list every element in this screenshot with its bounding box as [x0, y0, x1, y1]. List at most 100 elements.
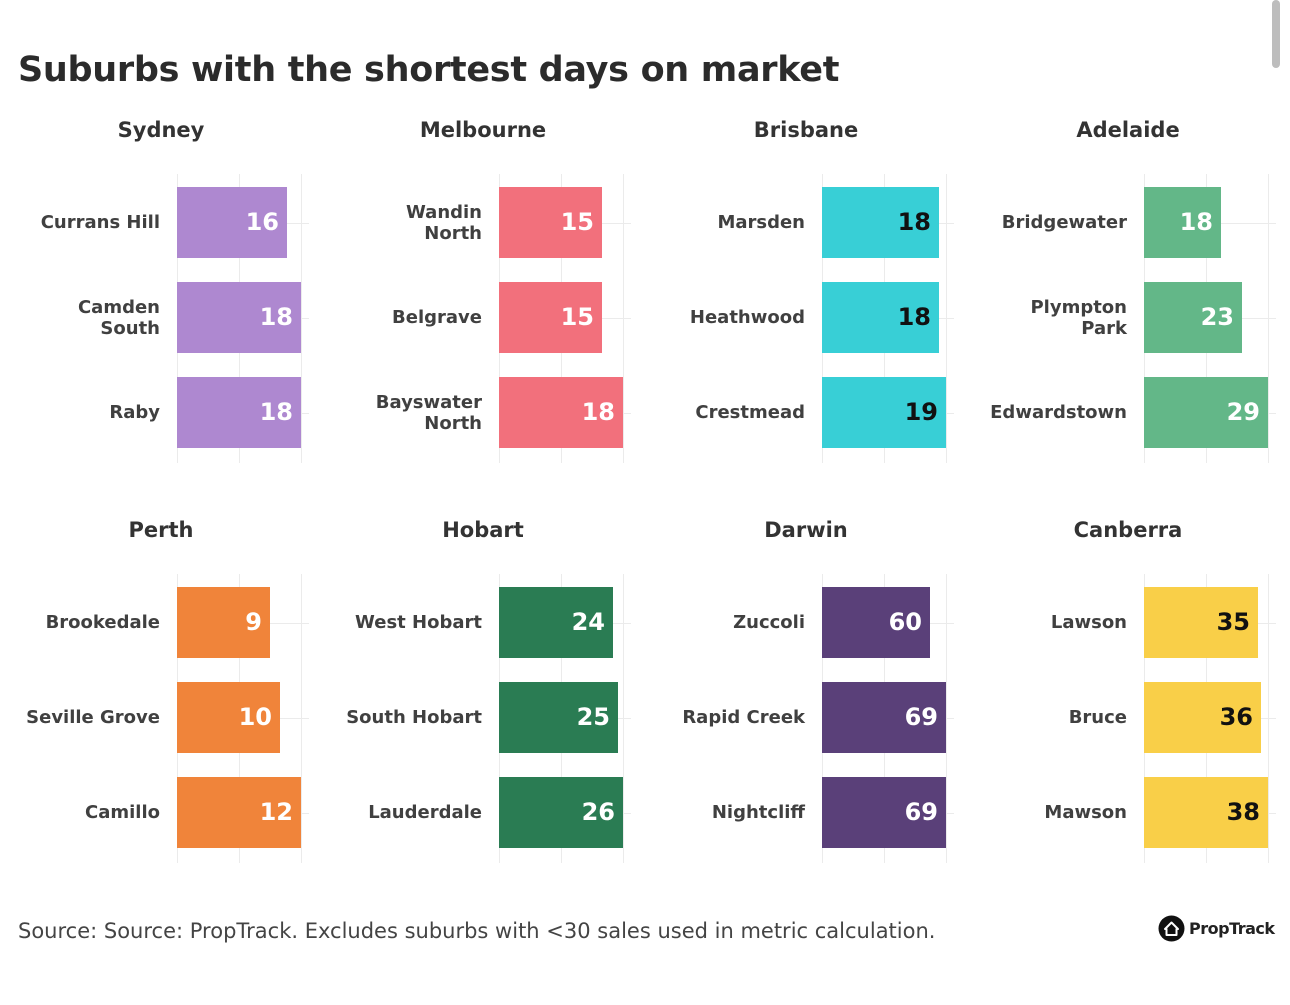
category-label: Wandin North: [405, 201, 482, 244]
category-label: West Hobart: [355, 612, 482, 633]
bar: [822, 377, 946, 448]
category-label: Lawson: [1050, 612, 1127, 633]
bar: [822, 682, 946, 753]
gridline: [301, 174, 302, 463]
category-label: Bridgewater: [1001, 212, 1127, 233]
value-label: 26: [581, 798, 615, 826]
category-label: Brookedale: [45, 612, 160, 633]
bar: [1144, 282, 1242, 353]
panel-title: Hobart: [442, 518, 524, 542]
gridline: [623, 574, 624, 863]
category-label: Lauderdale: [368, 802, 482, 823]
gridline: [1268, 174, 1269, 463]
category-label: Edwardstown: [990, 402, 1127, 423]
panel-title: Sydney: [117, 118, 205, 142]
gridline: [1268, 574, 1269, 863]
value-label: 15: [560, 303, 594, 331]
value-label: 12: [259, 798, 293, 826]
value-label: 69: [904, 703, 938, 731]
value-label: 9: [245, 608, 262, 636]
panel-title: Melbourne: [419, 118, 547, 142]
category-label: Camden South: [77, 296, 160, 339]
value-label: 16: [245, 208, 279, 236]
value-label: 25: [576, 703, 610, 731]
value-label: 18: [259, 303, 293, 331]
bar: [177, 587, 270, 658]
bar: [1144, 187, 1221, 258]
category-label: South Hobart: [346, 707, 482, 728]
panel-sydney: Sydney 16 Currans Hill 18 Camden South 18 Raby: [0, 118, 322, 498]
value-label: 18: [259, 398, 293, 426]
gridline: [623, 174, 624, 463]
gridline: [946, 174, 947, 463]
panel-adelaide: Adelaide 18 Bridgewater 23 Plympton Park 29 Ed…: [967, 118, 1289, 498]
gridline: [946, 574, 947, 863]
panel-title: Adelaide: [1076, 118, 1180, 142]
panel-brisbane: Brisbane 18 Marsden 18 Heathwood 19 Crestmead: [645, 118, 967, 498]
bar: [177, 777, 301, 848]
category-label: Camillo: [85, 802, 160, 823]
gridline: [301, 574, 302, 863]
panel-title: Darwin: [764, 518, 848, 542]
panel-canberra: Canberra 35 Lawson 36 Bruce 38 Mawson: [967, 518, 1289, 898]
bar: [499, 587, 613, 658]
category-label: Zuccoli: [733, 612, 805, 633]
panel-melbourne: Melbourne 15 Wandin North 15 Belgrave 18 Baysw…: [322, 118, 644, 498]
bar: [177, 377, 301, 448]
category-label: Marsden: [717, 212, 805, 233]
bar: [822, 282, 939, 353]
bar: [822, 587, 930, 658]
value-label: 18: [1179, 208, 1213, 236]
category-label: Belgrave: [392, 307, 482, 328]
value-label: 18: [581, 398, 615, 426]
panel-perth: Perth 9 Brookedale 10 Seville Grove 12 Camillo: [0, 518, 322, 898]
category-label: Currans Hill: [40, 212, 160, 233]
panel-darwin: Darwin 60 Zuccoli 69 Rapid Creek 69 Nightcliff: [645, 518, 967, 898]
bar: [1144, 777, 1268, 848]
bar: [499, 282, 602, 353]
value-label: 18: [897, 208, 931, 236]
bar: [1144, 377, 1268, 448]
brand-name: PropTrack: [1189, 919, 1275, 938]
bar: [177, 682, 280, 753]
scrollbar[interactable]: [1272, 0, 1280, 68]
category-label: Bayswater North: [375, 391, 482, 434]
value-label: 18: [897, 303, 931, 331]
bar: [822, 187, 939, 258]
bar: [499, 377, 623, 448]
value-label: 24: [571, 608, 605, 636]
bar: [499, 187, 602, 258]
category-label: Mawson: [1044, 802, 1127, 823]
bar: [822, 777, 946, 848]
value-label: 36: [1219, 703, 1253, 731]
panel-title: Brisbane: [753, 118, 859, 142]
category-label: Heathwood: [689, 307, 805, 328]
category-label: Plympton Park: [1030, 296, 1127, 339]
category-label: Seville Grove: [26, 707, 160, 728]
bar: [499, 777, 623, 848]
chart-title: Suburbs with the shortest days on market: [18, 50, 840, 90]
panel-title: Canberra: [1073, 518, 1183, 542]
value-label: 35: [1216, 608, 1250, 636]
value-label: 15: [560, 208, 594, 236]
value-label: 19: [904, 398, 938, 426]
category-label: Crestmead: [695, 402, 805, 423]
category-label: Bruce: [1068, 707, 1127, 728]
value-label: 60: [888, 608, 922, 636]
panel-hobart: Hobart 24 West Hobart 25 South Hobart 26 Laude…: [322, 518, 644, 898]
value-label: 38: [1226, 798, 1260, 826]
bar: [177, 282, 301, 353]
house-logo-icon: [1158, 915, 1185, 942]
value-label: 29: [1226, 398, 1260, 426]
value-label: 10: [238, 703, 272, 731]
category-label: Raby: [109, 402, 160, 423]
bar: [1144, 587, 1258, 658]
source-note: Source: Source: PropTrack. Excludes subu…: [18, 919, 936, 943]
bar: [177, 187, 287, 258]
value-label: 69: [904, 798, 938, 826]
value-label: 23: [1200, 303, 1234, 331]
panel-title: Perth: [128, 518, 194, 542]
brand-logo: PropTrack: [1158, 915, 1275, 942]
bar: [499, 682, 618, 753]
